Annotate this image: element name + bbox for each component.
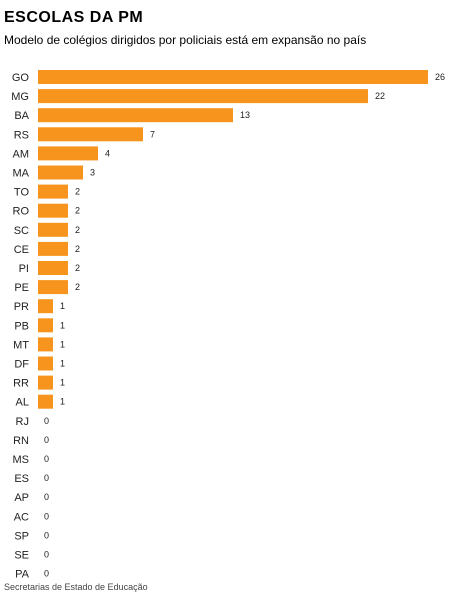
bar-ma (38, 165, 83, 180)
value-label-pe: 2 (75, 282, 80, 292)
value-label-to: 2 (75, 187, 80, 197)
value-label-ce: 2 (75, 244, 80, 254)
bar-pi (38, 261, 68, 275)
category-label-am: AM (13, 148, 30, 160)
bar-rs (38, 127, 143, 142)
value-label-ac: 0 (44, 511, 49, 521)
value-label-ro: 2 (75, 206, 80, 216)
category-label-df: DF (14, 359, 29, 371)
value-label-go: 26 (435, 72, 445, 82)
category-label-ce: CE (14, 244, 29, 256)
value-label-mt: 1 (60, 339, 65, 349)
category-label-al: AL (16, 397, 29, 409)
value-label-sc: 2 (75, 225, 80, 235)
value-label-ma: 3 (90, 168, 95, 178)
category-label-rr: RR (13, 378, 29, 390)
category-label-pa: PA (15, 569, 30, 581)
bar-al (38, 394, 53, 409)
category-label-es: ES (14, 473, 29, 485)
bar-to (38, 184, 68, 199)
value-label-rr: 1 (60, 378, 65, 388)
bar-df (38, 356, 53, 371)
value-label-sp: 0 (44, 530, 49, 540)
category-label-ac: AC (14, 511, 29, 523)
value-label-pa: 0 (44, 569, 49, 579)
value-label-al: 1 (60, 397, 65, 407)
value-label-pr: 1 (60, 301, 65, 311)
bar-pb (38, 318, 53, 333)
category-label-sc: SC (14, 225, 29, 237)
value-label-df: 1 (60, 359, 65, 369)
category-label-ap: AP (14, 492, 29, 504)
category-label-ba: BA (14, 110, 29, 122)
category-label-mt: MT (13, 339, 29, 351)
category-label-ma: MA (13, 168, 30, 180)
category-label-rj: RJ (16, 416, 29, 428)
value-label-ms: 0 (44, 454, 49, 464)
category-label-ro: RO (13, 206, 30, 218)
bar-ba (38, 108, 233, 123)
value-label-es: 0 (44, 473, 49, 483)
category-label-rn: RN (13, 435, 29, 447)
bar-pe (38, 280, 68, 295)
category-label-pb: PB (14, 320, 29, 332)
category-label-se: SE (14, 550, 29, 562)
value-label-rj: 0 (44, 416, 49, 426)
category-label-go: GO (12, 72, 30, 84)
category-label-rs: RS (14, 129, 29, 141)
value-label-pi: 2 (75, 263, 80, 273)
bar-go (38, 70, 428, 84)
category-label-to: TO (14, 187, 30, 199)
category-label-pe: PE (14, 282, 29, 294)
chart-subtitle: Modelo de colégios dirigidos por policia… (4, 33, 367, 47)
bar-pr (38, 299, 53, 314)
value-label-pb: 1 (60, 320, 65, 330)
source-note: Secretarias de Estado de Educação (4, 582, 148, 592)
bar-mt (38, 337, 53, 352)
category-label-pr: PR (14, 301, 29, 313)
value-label-ba: 13 (240, 110, 250, 120)
value-label-rn: 0 (44, 435, 49, 445)
bar-ce (38, 241, 68, 256)
category-label-mg: MG (11, 91, 29, 103)
category-label-ms: MS (13, 454, 30, 466)
bar-ro (38, 203, 68, 218)
bar-am (38, 146, 98, 161)
value-label-rs: 7 (150, 129, 155, 139)
value-label-am: 4 (105, 148, 110, 158)
bar-rr (38, 375, 53, 390)
value-label-ap: 0 (44, 492, 49, 502)
category-label-sp: SP (14, 530, 29, 542)
chart-title: ESCOLAS DA PM (4, 9, 144, 26)
value-label-se: 0 (44, 550, 49, 560)
bar-sc (38, 222, 68, 237)
category-label-pi: PI (19, 263, 29, 275)
bar-mg (38, 89, 368, 104)
value-label-mg: 22 (375, 91, 385, 101)
